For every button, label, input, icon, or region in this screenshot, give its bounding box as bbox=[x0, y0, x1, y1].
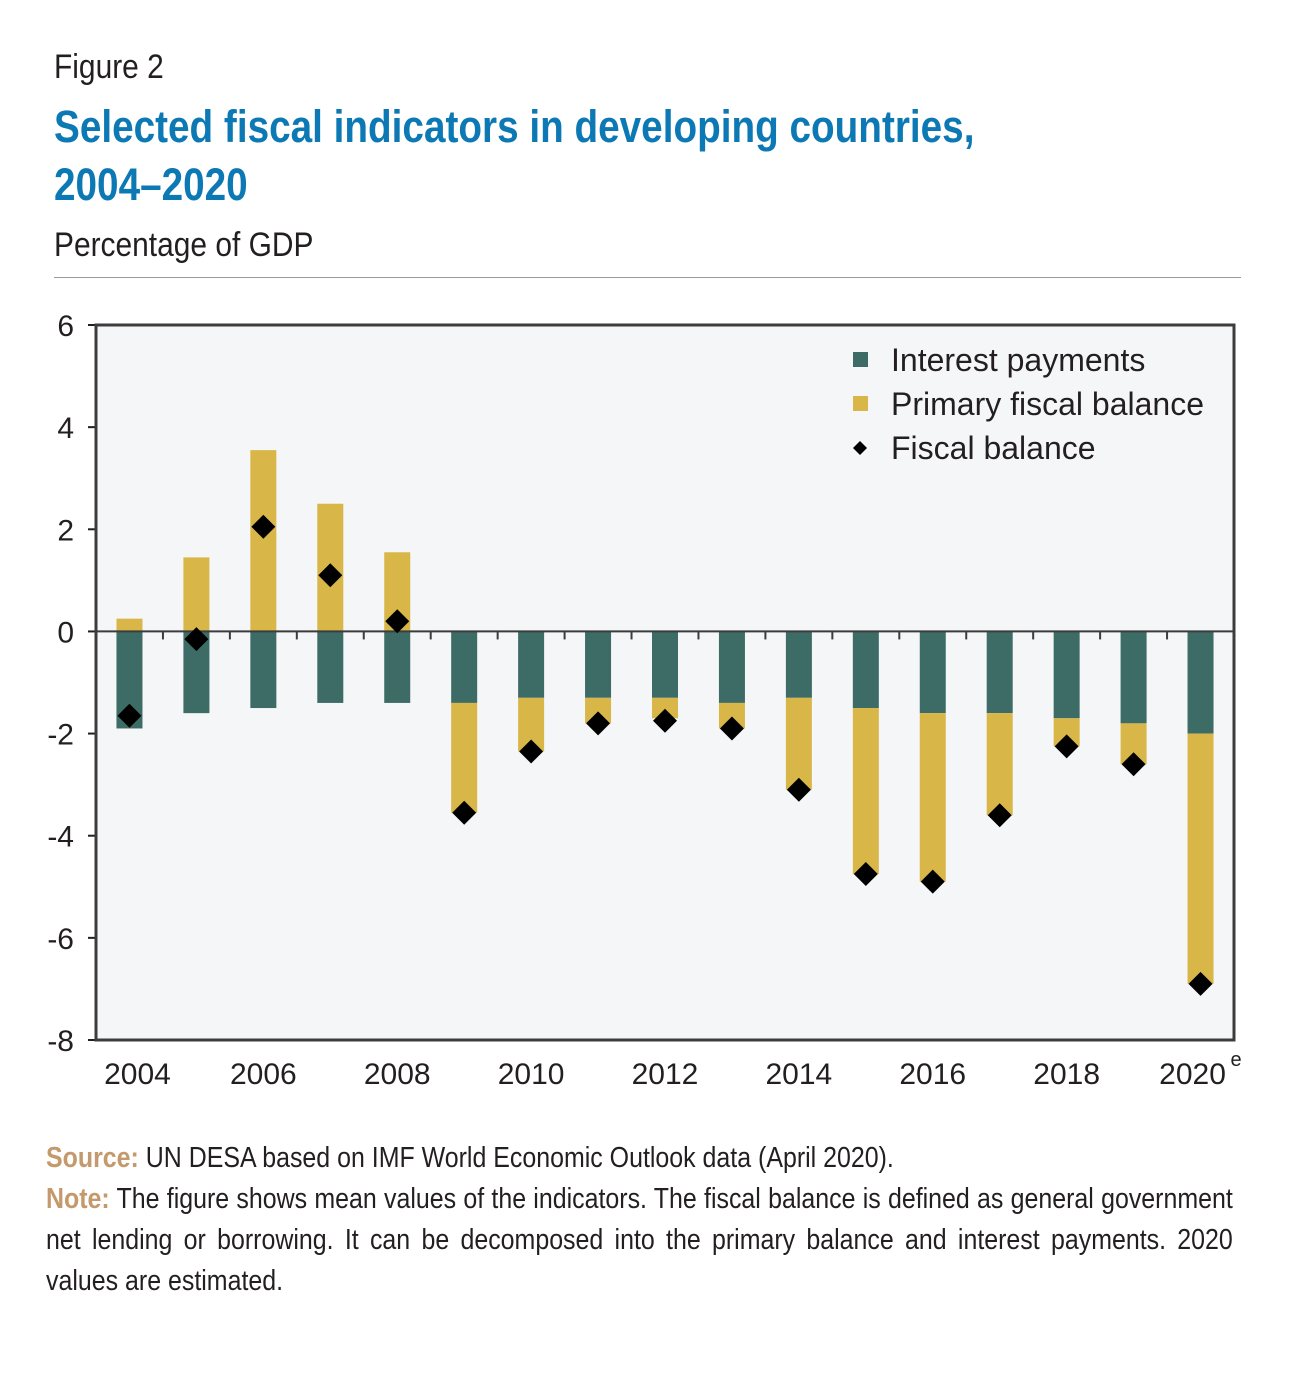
primary-bar bbox=[451, 702, 478, 813]
fiscal-balance-marker bbox=[184, 627, 209, 652]
interest-bar bbox=[384, 631, 411, 703]
y-tick-label: -2 bbox=[47, 719, 74, 752]
legend-swatch-primary bbox=[853, 396, 868, 411]
interest-bar bbox=[652, 631, 678, 698]
primary-bar bbox=[785, 697, 812, 790]
x-tick-label: 2004 bbox=[104, 1058, 171, 1091]
fiscal-balance-marker bbox=[719, 716, 744, 741]
interest-bar bbox=[250, 631, 277, 709]
fiscal-balance-marker bbox=[987, 803, 1012, 828]
x-tick-label: 2006 bbox=[230, 1058, 297, 1091]
y-tick-label: -4 bbox=[47, 821, 74, 854]
legend-swatch-fiscal bbox=[853, 441, 867, 455]
x-tick-label: 2020 bbox=[1159, 1058, 1226, 1091]
fiscal-balance-marker bbox=[1054, 734, 1079, 759]
chart-title-line-1: Selected fiscal indicators in developing… bbox=[54, 101, 975, 152]
legend-label: Interest payments bbox=[891, 342, 1145, 378]
note-heading: Note: bbox=[46, 1183, 110, 1215]
interest-bar bbox=[518, 631, 545, 698]
interest-bar bbox=[986, 631, 1013, 714]
x-tick-label: 2018 bbox=[1033, 1058, 1100, 1091]
note-line: Note: The figure shows mean values of th… bbox=[46, 1179, 1233, 1302]
interest-bar bbox=[1187, 631, 1214, 734]
y-tick-label: 0 bbox=[57, 616, 74, 649]
y-tick-label: 2 bbox=[57, 514, 74, 547]
interest-bar bbox=[1053, 631, 1080, 719]
primary-bar bbox=[1187, 733, 1214, 984]
fiscal-balance-marker bbox=[1188, 971, 1213, 996]
x-tick-label: 2012 bbox=[632, 1058, 699, 1091]
interest-bar bbox=[317, 631, 344, 703]
y-tick-label: 4 bbox=[57, 412, 74, 445]
fiscal-balance-marker bbox=[1121, 752, 1146, 777]
interest-bar bbox=[852, 631, 879, 709]
fiscal-balance-marker bbox=[117, 703, 142, 728]
source-heading: Source: bbox=[46, 1142, 139, 1174]
y-tick-label: 6 bbox=[57, 310, 74, 343]
interest-bar bbox=[785, 631, 812, 698]
primary-bar bbox=[919, 713, 946, 882]
chart-subtitle: Percentage of GDP bbox=[54, 226, 314, 264]
figure-label: Figure 2 bbox=[54, 48, 164, 86]
fiscal-balance-marker bbox=[786, 777, 811, 802]
interest-bar bbox=[718, 631, 745, 703]
source-text: UN DESA based on IMF World Economic Outl… bbox=[138, 1142, 894, 1174]
x-tick-label: 2010 bbox=[498, 1058, 565, 1091]
fiscal-balance-marker bbox=[586, 711, 611, 736]
note-text: The figure shows mean values of the indi… bbox=[46, 1183, 1233, 1297]
chart-title: Selected fiscal indicators in developing… bbox=[54, 98, 1086, 214]
chart-title-line-2: 2004–2020 bbox=[54, 159, 248, 210]
fiscal-balance-marker bbox=[653, 708, 677, 733]
fiscal-balance-marker bbox=[519, 739, 544, 764]
fiscal-balance-marker bbox=[853, 862, 878, 887]
interest-bar bbox=[1120, 631, 1147, 724]
chart-notes: Source: UN DESA based on IMF World Econo… bbox=[46, 1138, 1233, 1302]
interest-bar bbox=[585, 631, 612, 698]
interest-bar bbox=[451, 631, 478, 703]
plot-border bbox=[94, 323, 1236, 1042]
x-tick-superscript: e bbox=[1231, 1049, 1242, 1071]
x-tick-label: 2016 bbox=[899, 1058, 966, 1091]
y-tick-label: -8 bbox=[47, 1025, 74, 1058]
legend-swatch-interest bbox=[853, 352, 868, 367]
interest-bar bbox=[919, 631, 946, 714]
x-tick-label: 2008 bbox=[364, 1058, 431, 1091]
source-line: Source: UN DESA based on IMF World Econo… bbox=[46, 1138, 1233, 1179]
primary-bar bbox=[852, 708, 879, 875]
legend-label: Fiscal balance bbox=[891, 430, 1096, 466]
fiscal-balance-marker bbox=[920, 869, 945, 894]
fiscal-balance-marker bbox=[251, 514, 276, 539]
fiscal-balance-marker bbox=[385, 609, 410, 634]
primary-bar bbox=[986, 713, 1013, 816]
primary-bar bbox=[116, 618, 143, 632]
primary-bar bbox=[652, 697, 678, 719]
fiscal-balance-marker bbox=[318, 563, 343, 588]
primary-bar bbox=[250, 450, 277, 632]
primary-bar bbox=[183, 557, 210, 632]
fiscal-chart: 6 4 2 0 -2 -4 -6 -8 2004 2006 2008 2010 2012 2014 2016… bbox=[47, 310, 1242, 1091]
x-tick-label: 2014 bbox=[766, 1058, 833, 1091]
header-divider bbox=[54, 277, 1241, 278]
y-tick-label: -6 bbox=[47, 923, 74, 956]
legend-label: Primary fiscal balance bbox=[891, 386, 1204, 422]
fiscal-balance-marker bbox=[452, 800, 477, 825]
